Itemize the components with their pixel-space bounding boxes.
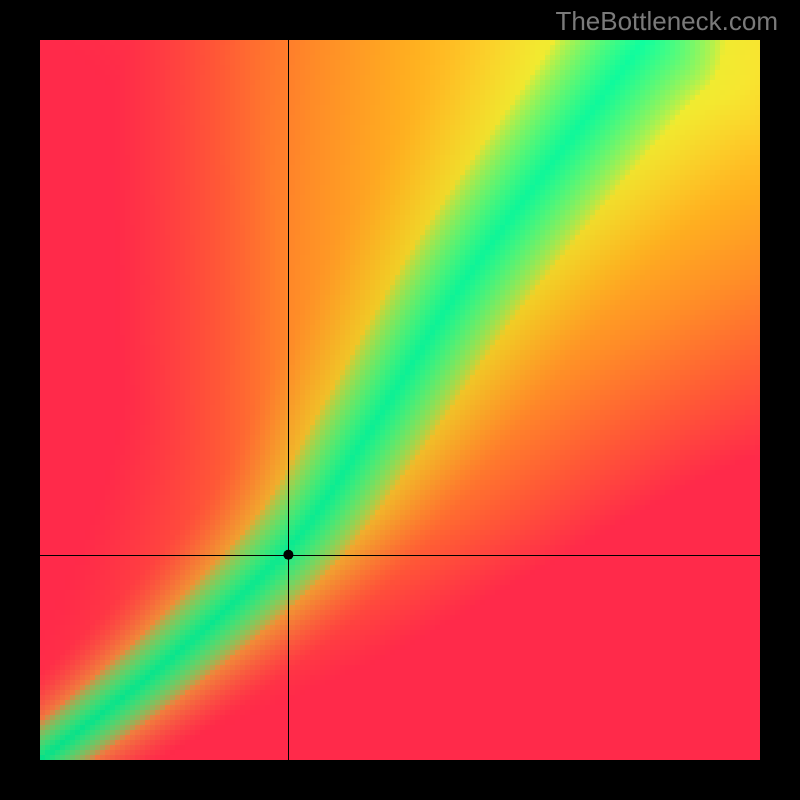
watermark-text: TheBottleneck.com bbox=[555, 6, 778, 37]
chart-root: TheBottleneck.com bbox=[0, 0, 800, 800]
bottleneck-heatmap bbox=[40, 40, 760, 760]
